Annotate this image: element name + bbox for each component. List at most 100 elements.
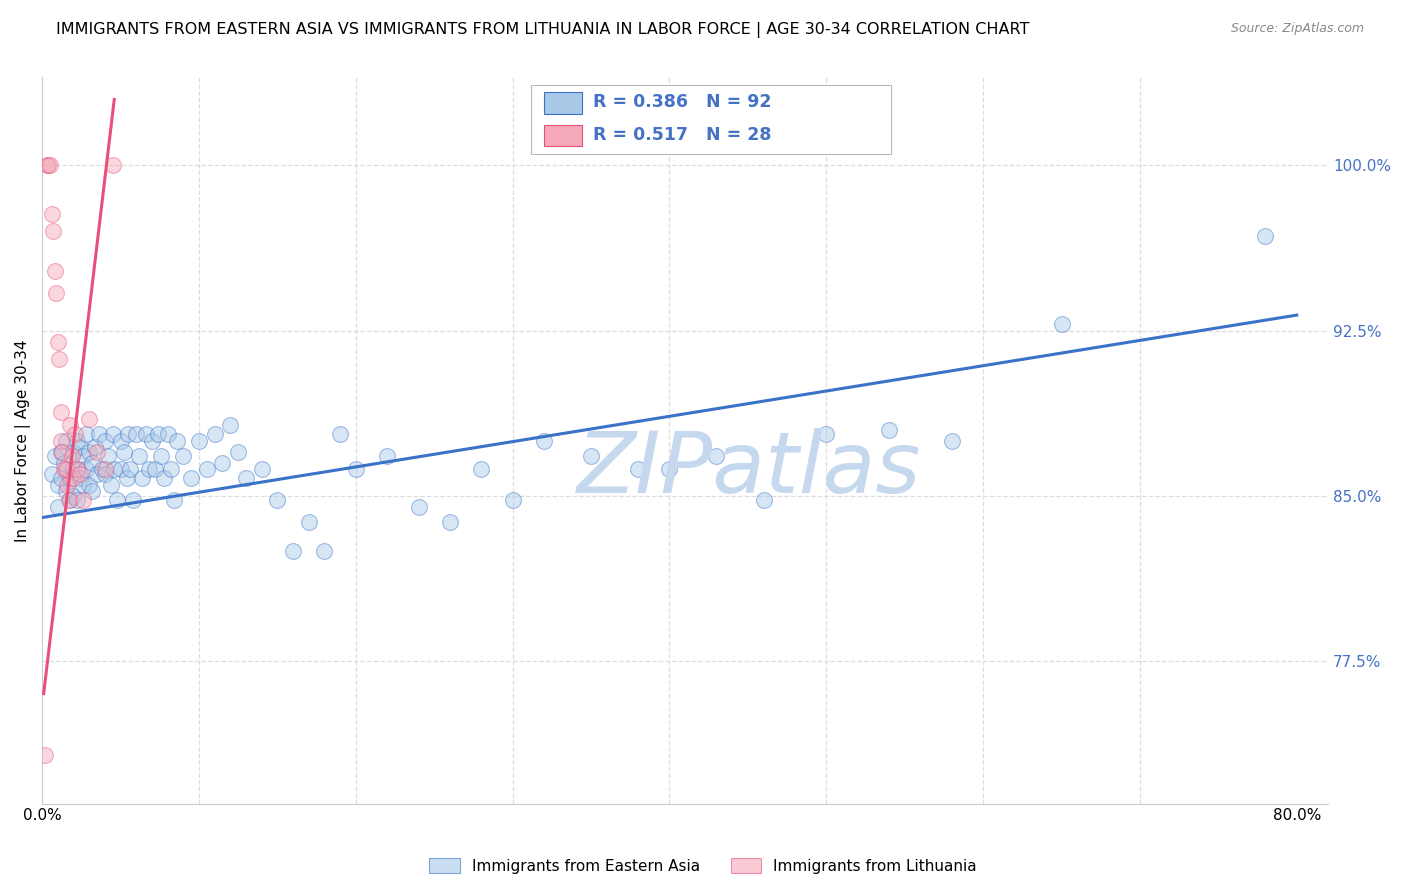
Point	[815, 426, 838, 441]
Point	[470, 462, 492, 476]
Point	[103, 462, 125, 476]
Point	[62, 462, 84, 476]
Point	[49, 434, 72, 448]
Point	[131, 471, 153, 485]
Point	[58, 492, 80, 507]
Point	[752, 492, 775, 507]
Point	[53, 456, 76, 470]
Point	[122, 492, 145, 507]
Point	[172, 449, 194, 463]
Point	[72, 492, 94, 507]
Text: R = 0.517   N = 28: R = 0.517 N = 28	[592, 126, 770, 144]
Point	[62, 444, 84, 458]
Point	[138, 462, 160, 476]
Point	[235, 471, 257, 485]
Point	[135, 426, 157, 441]
Point	[69, 471, 91, 485]
Point	[34, 748, 56, 763]
Point	[105, 492, 128, 507]
Point	[41, 467, 63, 481]
Point	[45, 286, 67, 301]
Point	[281, 543, 304, 558]
Point	[110, 462, 132, 476]
Point	[1050, 317, 1073, 331]
Point	[77, 444, 100, 458]
Point	[82, 456, 104, 470]
Point	[187, 434, 209, 448]
Point	[65, 434, 87, 448]
Point	[579, 449, 602, 463]
Point	[65, 462, 87, 476]
Point	[101, 426, 124, 441]
Y-axis label: In Labor Force | Age 30-34: In Labor Force | Age 30-34	[15, 339, 31, 541]
Point	[143, 462, 166, 476]
Point	[49, 405, 72, 419]
Point	[117, 426, 139, 441]
Point	[266, 492, 288, 507]
Point	[86, 467, 108, 481]
Point	[59, 471, 82, 485]
Point	[97, 449, 120, 463]
Point	[163, 492, 186, 507]
Point	[87, 426, 110, 441]
Point	[408, 500, 430, 514]
Point	[56, 462, 79, 476]
Point	[658, 462, 681, 476]
Point	[250, 462, 273, 476]
Point	[298, 515, 321, 529]
Point	[627, 462, 650, 476]
Point	[53, 462, 76, 476]
Point	[110, 434, 132, 448]
Point	[166, 434, 188, 448]
Point	[49, 471, 72, 485]
Point	[128, 449, 150, 463]
Point	[59, 418, 82, 433]
Point	[84, 440, 107, 454]
Point	[706, 449, 728, 463]
Point	[118, 462, 141, 476]
Point	[439, 515, 461, 529]
Point	[941, 434, 963, 448]
Point	[90, 462, 112, 476]
Point	[86, 444, 108, 458]
Point	[72, 449, 94, 463]
Point	[314, 543, 336, 558]
Point	[39, 158, 62, 172]
Point	[55, 434, 77, 448]
Point	[195, 462, 218, 476]
Point	[37, 158, 59, 172]
Point	[75, 426, 97, 441]
Point	[63, 426, 86, 441]
Point	[94, 434, 117, 448]
Point	[77, 411, 100, 425]
Point	[55, 484, 77, 499]
Point	[329, 426, 352, 441]
Point	[77, 477, 100, 491]
Point	[59, 492, 82, 507]
Point	[55, 462, 77, 476]
Point	[60, 449, 83, 463]
Point	[65, 462, 87, 476]
Point	[226, 444, 249, 458]
Point	[180, 471, 202, 485]
Point	[211, 456, 233, 470]
Point	[44, 264, 66, 278]
Point	[533, 434, 555, 448]
Point	[112, 444, 135, 458]
Point	[115, 471, 138, 485]
Point	[94, 462, 117, 476]
FancyBboxPatch shape	[531, 85, 891, 153]
Text: ZIPatlas: ZIPatlas	[578, 428, 921, 511]
Text: Source: ZipAtlas.com: Source: ZipAtlas.com	[1230, 22, 1364, 36]
Point	[101, 158, 124, 172]
Point	[125, 426, 148, 441]
Point	[375, 449, 398, 463]
Point	[69, 467, 91, 481]
Point	[49, 444, 72, 458]
Point	[62, 471, 84, 485]
Legend: Immigrants from Eastern Asia, Immigrants from Lithuania: Immigrants from Eastern Asia, Immigrants…	[423, 852, 983, 880]
Point	[65, 492, 87, 507]
Point	[156, 426, 179, 441]
Point	[344, 462, 367, 476]
Point	[69, 440, 91, 454]
